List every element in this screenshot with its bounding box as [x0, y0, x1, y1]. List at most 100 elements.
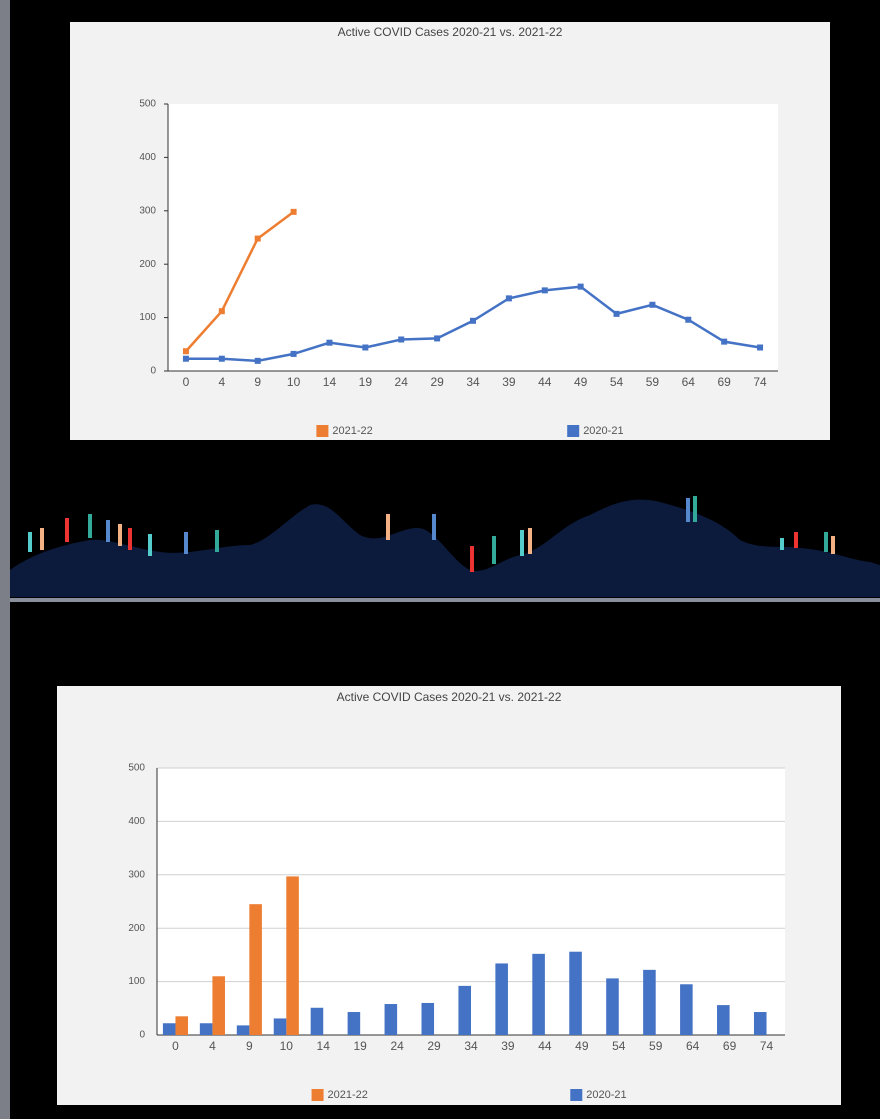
bar [199, 1023, 213, 1035]
chart: Active COVID Cases 2020-21 vs. 2021-22 0 1… [70, 22, 830, 440]
x-tick-label: 39 [501, 1039, 515, 1053]
x-tick-label: 29 [427, 1039, 441, 1053]
point-marker [362, 344, 369, 351]
bar [421, 1002, 435, 1035]
hiker [794, 532, 798, 548]
hiker [118, 524, 122, 546]
point-marker [721, 338, 728, 345]
bar [347, 1012, 361, 1035]
x-tick-label: 10 [287, 375, 301, 389]
point-marker [398, 336, 405, 343]
hiker [128, 528, 132, 550]
chart: Active COVID Cases 2020-21 vs. 2021-22 0 1… [57, 686, 841, 1105]
bar [175, 1016, 189, 1035]
x-tick-label: 49 [575, 1039, 589, 1053]
point-marker [505, 295, 512, 302]
point-marker [254, 235, 261, 242]
hiker [215, 530, 219, 552]
legend-label: 2020-21 [583, 425, 623, 437]
hiker [470, 546, 474, 572]
hiker [40, 528, 44, 550]
x-tick-label: 24 [390, 1039, 404, 1053]
x-tick-label: 74 [753, 375, 767, 389]
y-tick-label: 200 [128, 923, 145, 934]
chart-title: Active COVID Cases 2020-21 vs. 2021-22 [337, 690, 562, 704]
x-tick-label: 10 [280, 1039, 294, 1053]
bar [249, 904, 262, 1035]
y-tick-label: 0 [150, 366, 156, 377]
hiker [492, 536, 496, 564]
point-marker [182, 348, 189, 355]
hiker [88, 514, 92, 538]
x-tick-label: 69 [723, 1039, 737, 1053]
bar [458, 985, 471, 1035]
series-line [185, 210, 295, 353]
x-tick-label: 24 [395, 375, 409, 389]
bar [212, 976, 225, 1035]
x-tick-label: 4 [218, 375, 225, 389]
x-tick-label: 29 [430, 375, 444, 389]
x-tick-label: 19 [359, 375, 373, 389]
legend-label: 2021-22 [328, 1089, 368, 1101]
hikers [28, 496, 835, 572]
hiker [148, 534, 152, 556]
bar [569, 951, 582, 1035]
x-tick-label: 0 [183, 375, 190, 389]
hiker [693, 496, 697, 522]
x-tick-label: 74 [760, 1039, 774, 1053]
hiker [824, 532, 828, 552]
hiker [780, 538, 784, 550]
point-marker [470, 317, 476, 324]
y-tick-label: 400 [128, 816, 145, 827]
legend-swatch [567, 425, 580, 437]
bar [680, 984, 693, 1035]
mountains [10, 499, 880, 597]
hiker [386, 514, 390, 540]
legend-label: 2021-22 [332, 425, 372, 437]
bar [717, 1005, 730, 1035]
x-tick-label: 0 [172, 1039, 179, 1053]
x-tick-label: 54 [610, 375, 624, 389]
legend-swatch [316, 425, 329, 437]
x-tick-label: 49 [574, 375, 588, 389]
point-marker [685, 316, 692, 323]
bar [753, 1012, 767, 1035]
bar [495, 963, 508, 1035]
bar [310, 1007, 324, 1035]
point-marker [218, 355, 225, 362]
hiker [831, 536, 835, 554]
x-tick-label: 59 [649, 1039, 663, 1053]
legend-swatch [570, 1089, 583, 1101]
point-marker [182, 355, 189, 362]
point-marker [218, 308, 225, 315]
bar [384, 1004, 398, 1035]
point-marker [254, 357, 261, 364]
plot-area [168, 104, 778, 371]
hiker [528, 528, 532, 554]
y-tick-label: 300 [139, 205, 156, 216]
point-marker [541, 287, 548, 294]
x-tick-label: 69 [717, 375, 731, 389]
hiker [28, 532, 32, 552]
x-tick-label: 34 [466, 375, 480, 389]
y-tick-label: 100 [128, 976, 145, 987]
point-marker [326, 339, 333, 346]
x-tick-label: 34 [464, 1039, 478, 1053]
x-tick-label: 9 [246, 1039, 253, 1053]
divider [10, 598, 880, 602]
y-tick-label: 100 [139, 312, 156, 323]
y-tick-label: 300 [128, 869, 145, 880]
x-tick-label: 44 [538, 1039, 552, 1053]
x-tick-label: 19 [353, 1039, 367, 1053]
point-marker [649, 301, 656, 308]
y-tick-label: 500 [139, 99, 156, 110]
x-tick-label: 14 [317, 1039, 331, 1053]
y-tick-label: 400 [139, 152, 156, 163]
side-strip [0, 0, 10, 1119]
bar [286, 876, 299, 1035]
bar [162, 1023, 176, 1035]
x-tick-label: 64 [686, 1039, 700, 1053]
hiker [432, 514, 436, 540]
